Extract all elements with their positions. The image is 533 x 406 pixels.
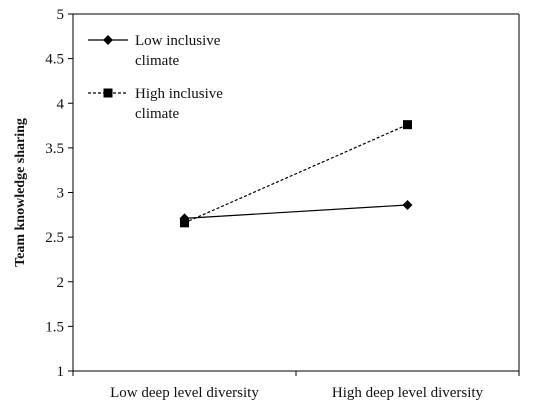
legend-marker-diamond: [103, 35, 113, 45]
x-tick-label: Low deep level diversity: [110, 385, 259, 401]
y-tick-label: 5: [57, 7, 65, 23]
series-line: [184, 124, 408, 224]
series-layer: [179, 120, 413, 228]
y-tick-label: 4: [57, 96, 65, 112]
y-tick-label: 2.5: [45, 230, 64, 246]
legend-label: Low inclusive: [135, 33, 221, 49]
data-point-square: [180, 218, 189, 228]
series-high-inclusive-climate: [180, 120, 412, 228]
legend-label: High inclusive: [135, 86, 223, 102]
series-line: [184, 204, 408, 219]
y-tick-label: 1: [57, 364, 65, 380]
y-axis-title: Team knowledge sharing: [13, 118, 28, 267]
legend: Low inclusive climate High inclusive climat…: [88, 33, 223, 122]
legend-item: High inclusive climate: [88, 86, 223, 122]
data-point-diamond: [402, 199, 413, 210]
y-axis-ticks: 1 1.5 2 2.5 3 3.5 4 4.5 5: [45, 7, 73, 380]
y-tick-label: 4.5: [45, 52, 64, 68]
y-tick-label: 1.5: [45, 319, 64, 335]
y-tick-label: 2: [57, 275, 65, 291]
data-point-square: [403, 120, 412, 130]
x-tick-label: High deep level diversity: [332, 385, 484, 401]
x-axis-ticks: Low deep level diversity High deep level …: [72, 371, 520, 401]
legend-item: Low inclusive climate: [88, 33, 221, 69]
legend-label: climate: [135, 53, 179, 69]
series-low-inclusive-climate: [179, 199, 413, 224]
y-tick-label: 3.5: [45, 141, 64, 157]
y-tick-label: 3: [57, 186, 65, 202]
legend-marker-square: [103, 88, 113, 98]
legend-label: climate: [135, 106, 179, 122]
